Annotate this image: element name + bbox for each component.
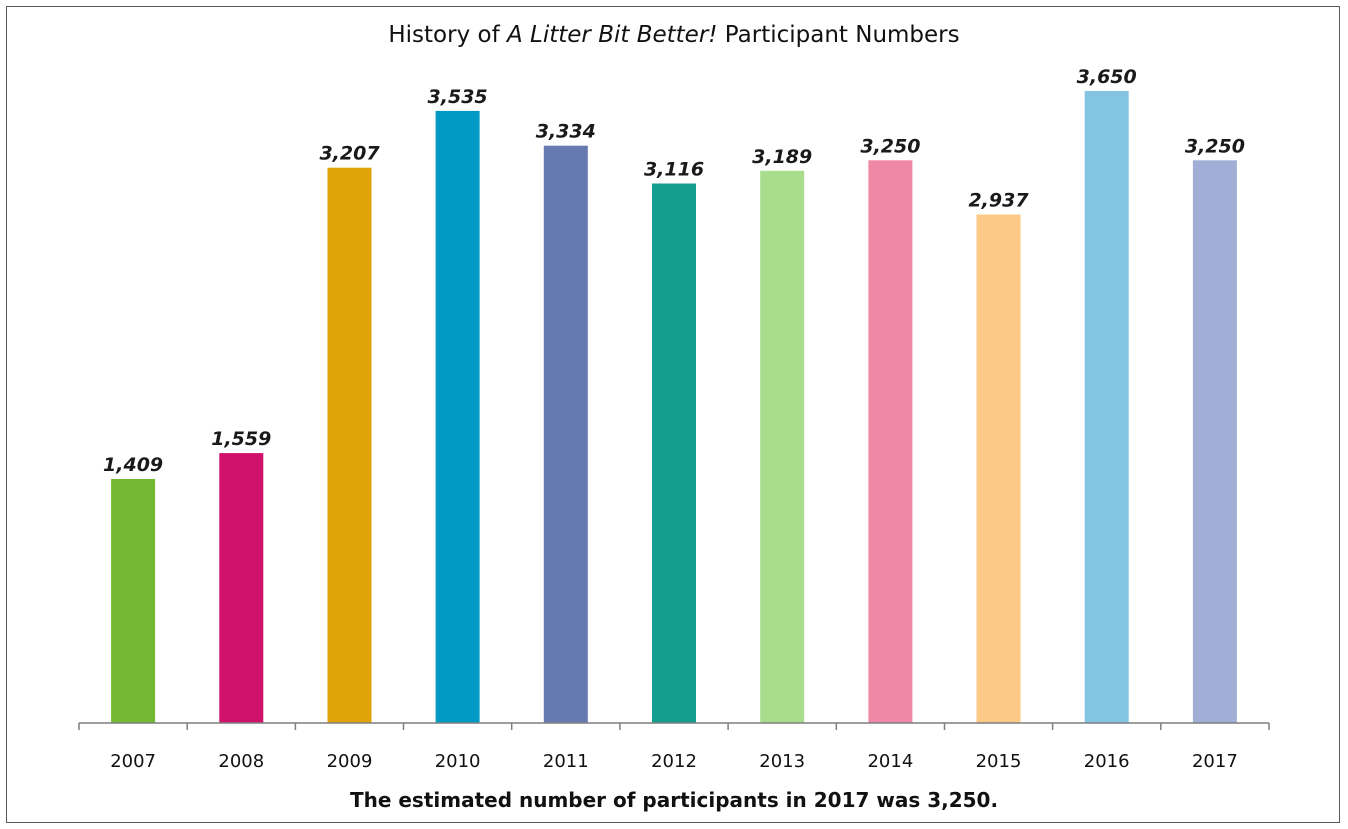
x-tick-label-2008: 2008: [218, 751, 264, 772]
x-tick-label-2010: 2010: [435, 751, 481, 772]
data-label-2009: 3,207: [319, 143, 380, 165]
data-label-2011: 3,334: [536, 121, 596, 143]
chart-footnote: The estimated number of participants in …: [349, 788, 999, 812]
title-prefix: History of: [388, 22, 507, 48]
data-label-2008: 1,559: [211, 428, 271, 450]
x-tick-label-2007: 2007: [110, 751, 156, 772]
bar-2017: [1192, 160, 1237, 724]
x-tick-label-2015: 2015: [976, 751, 1022, 772]
data-label-2012: 3,116: [644, 159, 704, 181]
x-tick-label-2017: 2017: [1192, 751, 1238, 772]
data-label-2007: 1,409: [103, 454, 163, 476]
bar-2015: [976, 214, 1021, 723]
data-label-2017: 3,250: [1185, 135, 1245, 157]
x-tick-label-2011: 2011: [543, 751, 589, 772]
title-emphasis: A Litter Bit Better!: [507, 22, 718, 48]
bar-2010: [435, 110, 480, 723]
x-tick-label-2013: 2013: [759, 751, 805, 772]
data-label-2010: 3,535: [428, 86, 488, 108]
bar-2008: [219, 453, 264, 723]
chart-title: History of A Litter Bit Better! Particip…: [0, 22, 1348, 48]
bar-2012: [652, 183, 696, 723]
data-label-2014: 3,250: [860, 135, 920, 157]
x-tick-label-2014: 2014: [867, 751, 913, 772]
bar-2007: [111, 479, 156, 723]
x-tick-label-2009: 2009: [327, 751, 373, 772]
data-label-2016: 3,650: [1077, 66, 1137, 88]
title-suffix: Participant Numbers: [717, 22, 960, 48]
data-label-2015: 2,937: [968, 190, 1029, 212]
bar-2016: [1084, 91, 1129, 723]
bar-2009: [327, 167, 372, 723]
x-tick-label-2012: 2012: [651, 751, 697, 772]
data-label-2013: 3,189: [752, 146, 812, 168]
bar-2013: [760, 170, 805, 724]
bar-2014: [868, 160, 913, 724]
x-tick-label-2016: 2016: [1084, 751, 1130, 772]
bar-2011: [543, 145, 588, 723]
